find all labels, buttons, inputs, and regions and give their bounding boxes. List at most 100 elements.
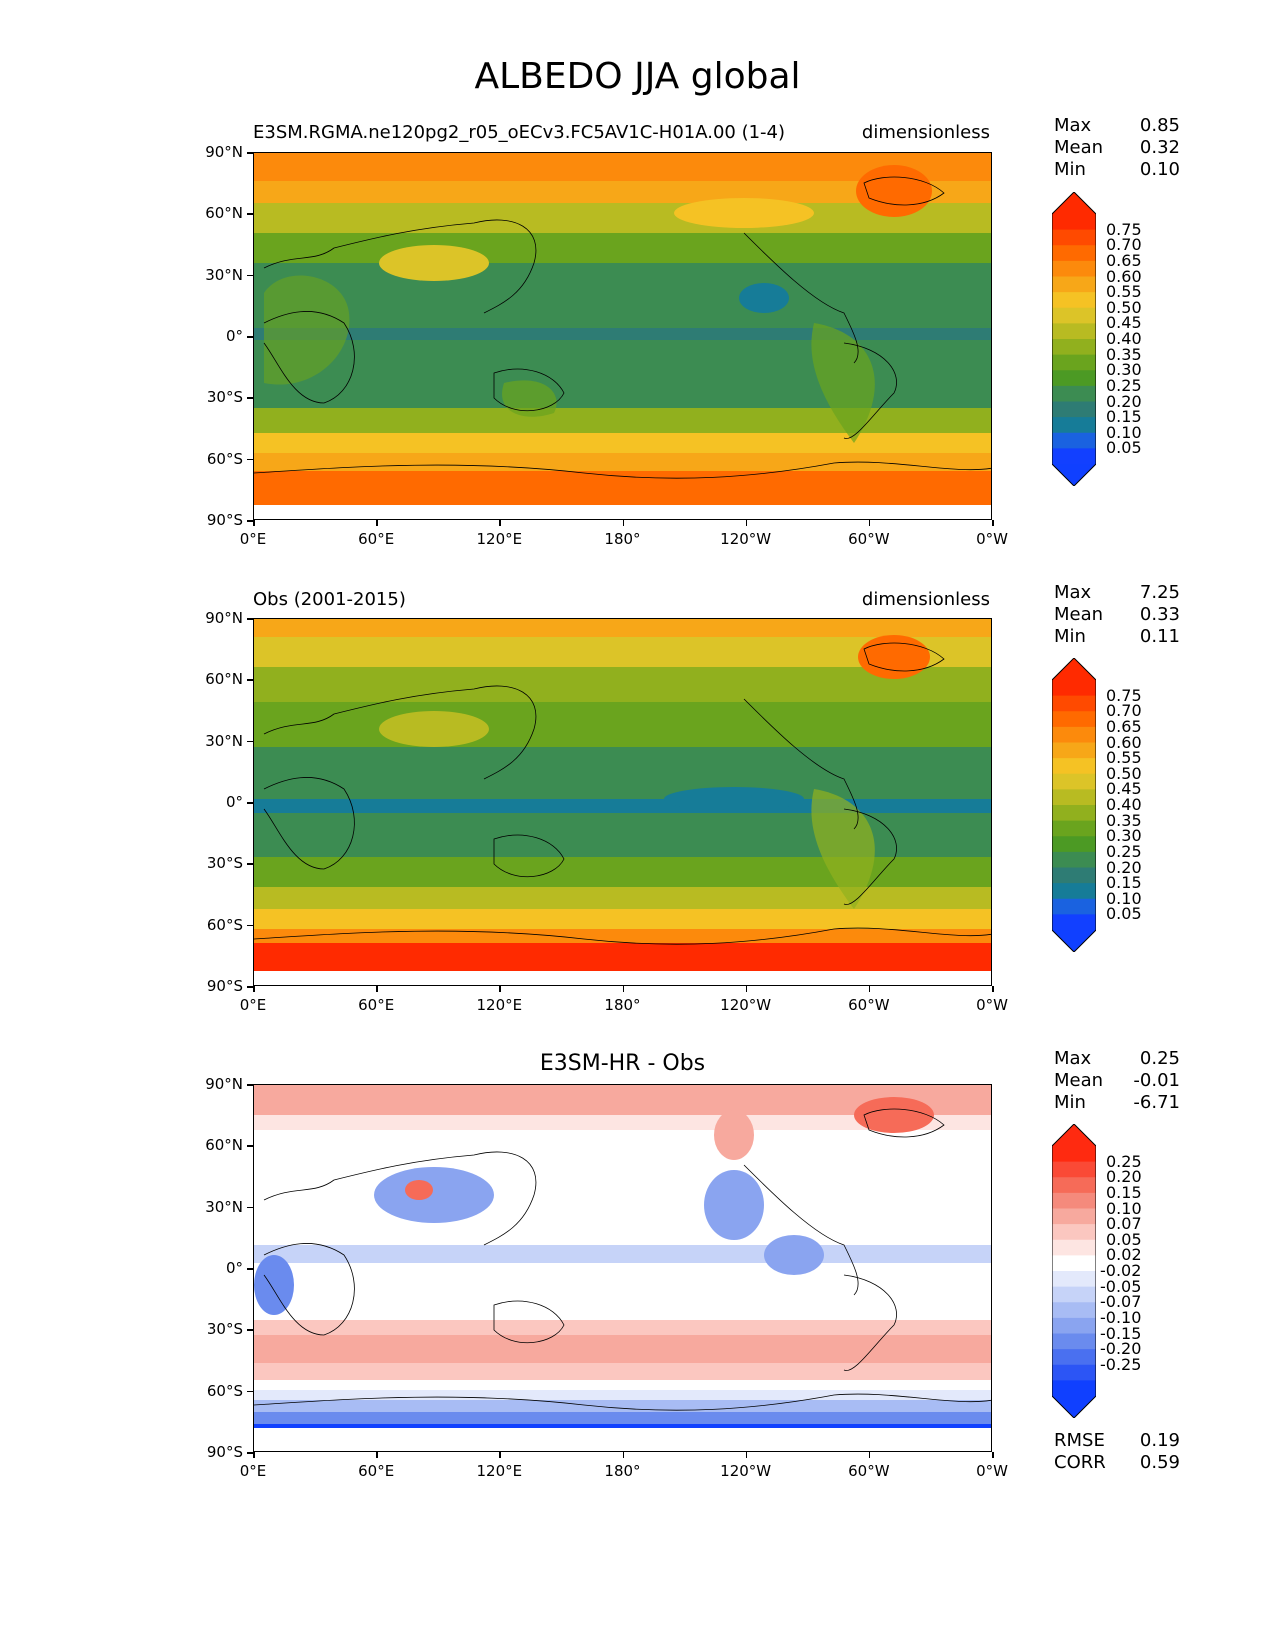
- lat-tick-label: 60°N: [205, 670, 243, 689]
- panel-model-stats: Max 0.85 Mean 0.32 Min 0.10: [1054, 115, 1180, 181]
- stat-row: Mean 0.32: [1054, 137, 1180, 159]
- panel-obs-right-title: dimensionless: [861, 589, 990, 610]
- colorbar-tick-label: -0.02: [1100, 1261, 1142, 1280]
- colorbar-segment: [1052, 214, 1096, 231]
- colorbar-segment: [1052, 742, 1096, 759]
- colorbar-segment: [1052, 292, 1096, 309]
- lat-tick-mark: [247, 397, 253, 399]
- stat-row: CORR 0.59: [1054, 1452, 1180, 1474]
- colorbar-tick-label: 0.07: [1106, 1214, 1142, 1234]
- stat-row: Min 0.11: [1054, 626, 1180, 648]
- lon-tick-mark: [992, 986, 994, 992]
- colorbar-segment: [1052, 1364, 1096, 1381]
- lat-tick-mark: [247, 1452, 253, 1454]
- colorbar-segment: [1052, 245, 1096, 262]
- lon-tick-mark: [622, 1452, 624, 1458]
- colorbar-segment: [1052, 1146, 1096, 1163]
- panel-diff-extra-stats: RMSE 0.19 CORR 0.59: [1054, 1430, 1180, 1474]
- colorbar-segment: [1052, 867, 1096, 884]
- lat-tick-mark: [247, 520, 253, 522]
- lat-tick-mark: [247, 1268, 253, 1270]
- stat-value: 0.85: [1139, 115, 1180, 136]
- colorbar-segment: [1052, 401, 1096, 418]
- lat-tick-mark: [247, 1206, 253, 1209]
- stat-row: Mean -0.01: [1054, 1070, 1180, 1092]
- colorbar-segment: [1052, 1302, 1096, 1319]
- map-model-field: [254, 153, 991, 519]
- lon-tick-mark: [868, 1452, 871, 1458]
- lat-tick-mark: [247, 1084, 253, 1086]
- colorbar-tick-label: 0.15: [1106, 873, 1142, 893]
- lon-tick-mark: [622, 986, 624, 992]
- stat-value: 0.59: [1139, 1452, 1180, 1473]
- stat-value: 0.32: [1139, 137, 1180, 158]
- stat-label: Max: [1054, 582, 1092, 603]
- lon-tick-label: 180°: [604, 996, 641, 1014]
- colorbar-segment: [1052, 883, 1096, 900]
- colorbar-segment: [1052, 711, 1096, 728]
- stat-value: -6.71: [1133, 1092, 1180, 1113]
- colorbar-tick-label: 0.55: [1106, 748, 1142, 768]
- map-diff-field: [254, 1085, 991, 1451]
- lat-tick-mark: [247, 802, 253, 804]
- colorbar-segment: [1052, 354, 1096, 371]
- lat-tick-mark: [247, 458, 253, 461]
- stat-row: Mean 0.33: [1054, 604, 1180, 626]
- lon-tick-mark: [253, 1452, 255, 1458]
- lat-tick-label: 0°: [225, 327, 243, 345]
- lat-tick-label: 90°S: [206, 1443, 243, 1461]
- colorbar-segment: [1052, 1317, 1096, 1334]
- lon-tick-label: 0°E: [239, 1462, 267, 1480]
- lon-tick-label: 60°W: [848, 1462, 890, 1480]
- panel-obs-stats: Max 7.25 Mean 0.33 Min 0.11: [1054, 582, 1180, 648]
- map-obs-field: [254, 619, 991, 985]
- lon-tick-mark: [992, 520, 994, 526]
- lon-tick-label: 120°E: [476, 996, 523, 1014]
- lon-tick-label: 60°E: [358, 530, 395, 548]
- lon-tick-label: 60°E: [358, 996, 395, 1014]
- lat-tick-label: 60°N: [205, 1136, 243, 1155]
- colorbar-bottom-extension: [1052, 930, 1096, 952]
- colorbar-tick-label: 0.45: [1106, 313, 1142, 333]
- lat-tick-label: 90°N: [205, 1075, 243, 1093]
- lat-tick-mark: [247, 986, 253, 988]
- lon-tick-label: 120°E: [476, 1462, 523, 1480]
- lon-tick-mark: [745, 1452, 748, 1458]
- lon-tick-mark: [376, 986, 378, 992]
- colorbar-segment: [1052, 1255, 1096, 1272]
- colorbar-tick-label: 0.15: [1106, 407, 1142, 427]
- lon-tick-mark: [868, 520, 871, 526]
- lat-tick-mark: [247, 336, 253, 338]
- colorbar-tick-label: 0.05: [1106, 904, 1142, 924]
- lat-tick-label: 60°N: [205, 204, 243, 223]
- colorbar-segment: [1052, 851, 1096, 868]
- lon-tick-label: 120°W: [720, 1462, 772, 1480]
- colorbar-segment: [1052, 307, 1096, 324]
- lon-tick-label: 60°E: [358, 1462, 395, 1480]
- lon-tick-mark: [745, 520, 748, 526]
- colorbar-tick-label: -0.05: [1100, 1276, 1142, 1296]
- lon-tick-mark: [253, 520, 255, 526]
- stat-label: Min: [1054, 1092, 1086, 1113]
- lon-tick-mark: [499, 1452, 501, 1458]
- lon-tick-mark: [376, 1452, 378, 1458]
- lon-tick-mark: [499, 520, 501, 526]
- lat-tick-mark: [247, 1329, 253, 1331]
- colorbar-tick-label: 0.65: [1106, 716, 1142, 736]
- lon-tick-label: 180°: [604, 1462, 641, 1480]
- figure-title: ALBEDO JJA global: [474, 56, 801, 97]
- lat-tick-mark: [247, 1145, 253, 1147]
- colorbar-segment: [1052, 773, 1096, 790]
- colorbar-tick-label: 0.65: [1106, 250, 1142, 270]
- colorbar-tick-label: 0.60: [1106, 732, 1142, 752]
- colorbar-segment: [1052, 914, 1096, 931]
- colorbar-tick-label: 0.20: [1106, 1167, 1142, 1187]
- lat-tick-mark: [247, 213, 253, 215]
- colorbar-segment: [1052, 836, 1096, 853]
- stat-label: Max: [1054, 1048, 1092, 1069]
- colorbar-tick-label: 0.75: [1106, 685, 1142, 705]
- colorbar-segment: [1052, 726, 1096, 743]
- panel-model-left-title: E3SM.RGMA.ne120pg2_r05_oECv3.FC5AV1C-H01…: [253, 122, 786, 143]
- lat-tick-label: 90°N: [205, 143, 243, 161]
- colorbar-segment: [1052, 1161, 1096, 1178]
